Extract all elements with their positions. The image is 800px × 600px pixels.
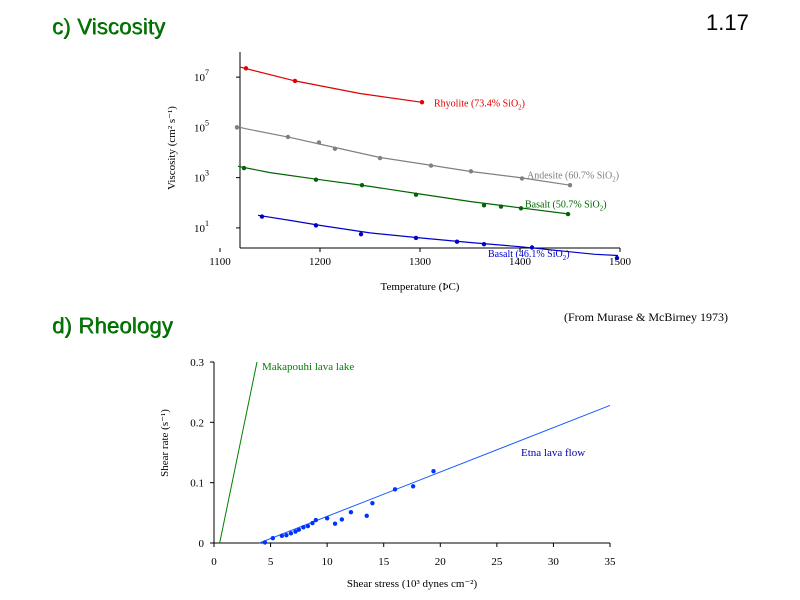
x-tick-label: 1200 — [309, 256, 332, 268]
x-tick-label: 1100 — [209, 256, 231, 268]
data-point — [519, 176, 525, 181]
rheology-heading: d) Rheology — [52, 313, 173, 338]
x-axis-title: Temperature (ÞC) — [381, 281, 460, 293]
line-label: Makapouhi lava lake — [262, 361, 354, 373]
data-point — [332, 146, 338, 151]
series-line — [239, 66, 423, 103]
x-tick-label: 1300 — [409, 256, 432, 268]
viscosity-heading: c) Viscosity — [52, 14, 166, 39]
data-point — [392, 487, 398, 492]
x-tick-label: 15 — [378, 556, 390, 568]
series-label: Rhyolite (73.4% SiO2) — [434, 98, 525, 111]
y-tick-label: 0.3 — [190, 357, 204, 369]
data-point — [288, 531, 294, 536]
data-point — [567, 182, 573, 188]
data-point — [296, 527, 302, 532]
y-tick-label: 103 — [194, 169, 209, 185]
data-point — [313, 517, 319, 523]
data-point — [332, 521, 338, 526]
data-point — [498, 204, 504, 209]
data-point — [285, 134, 291, 140]
data-point — [293, 529, 298, 534]
data-point — [413, 192, 419, 197]
y-axis-title: Viscosity (cm² s⁻¹) — [166, 106, 178, 190]
series-label: Andesite (60.7% SiO2) — [527, 171, 619, 184]
data-point — [518, 206, 524, 211]
slide-number: 1.17 — [706, 10, 749, 35]
line-label: Etna lava flow — [521, 447, 585, 459]
x-tick-label: 5 — [268, 556, 274, 568]
x-tick-label: 1400 — [509, 256, 532, 268]
y-tick-label: 0.1 — [190, 478, 204, 490]
x-axis-title: Shear stress (10³ dynes cm⁻²) — [347, 578, 478, 590]
data-point — [301, 525, 306, 530]
data-point — [364, 513, 369, 519]
data-point — [481, 203, 487, 208]
data-point — [348, 510, 354, 515]
source-credit: (From Murase & McBirney 1973) — [564, 310, 728, 324]
x-tick-label: 35 — [605, 556, 617, 568]
data-point — [234, 125, 240, 130]
data-point — [468, 169, 474, 174]
y-tick-label: 107 — [194, 68, 209, 84]
x-tick-label: 30 — [548, 556, 560, 568]
data-point — [313, 177, 319, 182]
data-point — [614, 255, 620, 261]
y-tick-label: 0 — [199, 538, 205, 550]
fit-line — [219, 361, 258, 544]
y-axis-title: Shear rate (s⁻¹) — [159, 409, 171, 477]
x-tick-label: 25 — [491, 556, 503, 568]
series-line — [257, 214, 619, 257]
data-point — [419, 100, 425, 105]
data-point — [565, 211, 571, 217]
data-point — [324, 516, 330, 521]
x-tick-label: 10 — [322, 556, 334, 568]
data-point — [358, 231, 364, 237]
x-tick-label: 20 — [435, 556, 447, 568]
data-point — [359, 182, 365, 188]
data-point — [481, 242, 487, 247]
data-point — [243, 66, 249, 71]
data-point — [279, 533, 285, 538]
y-tick-label: 105 — [194, 118, 209, 134]
data-point — [305, 523, 311, 529]
data-point — [413, 235, 419, 241]
data-point — [410, 484, 416, 489]
data-point — [454, 239, 460, 244]
y-tick-label: 101 — [194, 219, 209, 235]
data-point — [431, 469, 436, 474]
data-point — [259, 214, 265, 219]
data-point — [339, 517, 345, 522]
y-tick-label: 0.2 — [190, 417, 204, 429]
data-point — [292, 78, 298, 84]
x-tick-label: 1500 — [609, 256, 632, 268]
data-point — [310, 520, 315, 526]
data-point — [377, 155, 383, 161]
x-tick-label: 0 — [211, 556, 217, 568]
data-point — [313, 223, 319, 228]
data-point — [284, 532, 289, 538]
data-point — [262, 540, 268, 545]
data-point — [370, 500, 375, 506]
data-point — [428, 163, 434, 168]
data-point — [270, 535, 276, 541]
series-label: Basalt (50.7% SiO2) — [525, 199, 607, 212]
data-point — [529, 245, 535, 250]
series-line — [237, 165, 571, 215]
data-point — [241, 165, 247, 171]
series-label: Basalt (46.1% SiO2) — [488, 249, 570, 262]
data-point — [316, 140, 322, 145]
